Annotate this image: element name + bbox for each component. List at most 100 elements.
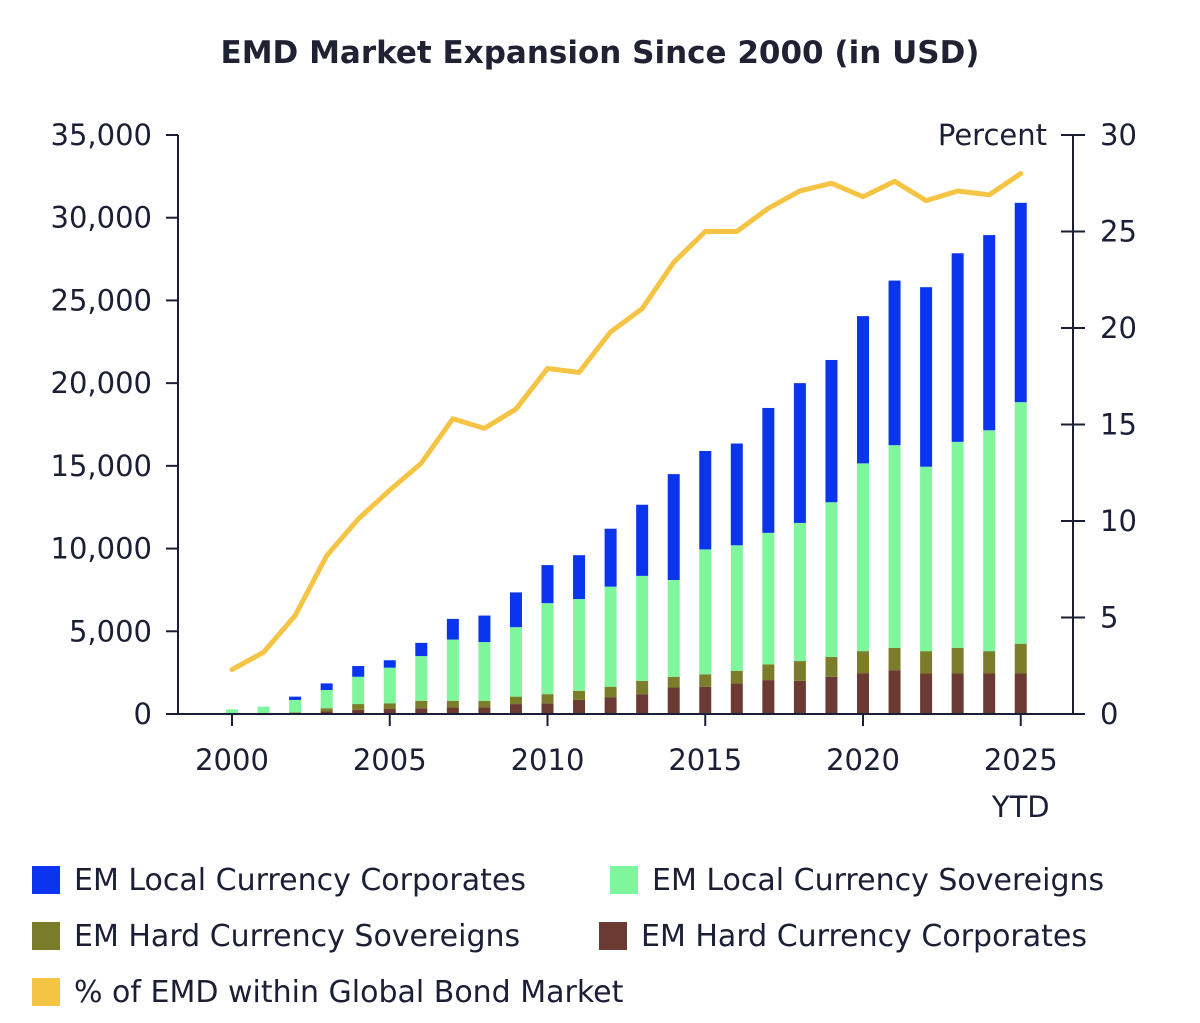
- bar-em-hard-currency-corporates-2019: [825, 676, 838, 714]
- bar-em-local-currency-corporates-2013: [636, 504, 649, 576]
- right-tick-label: 0: [1100, 697, 1118, 731]
- legend-item-hc-sovereigns: EM Hard Currency Sovereigns: [32, 919, 520, 954]
- bar-em-local-currency-corporates-2003: [320, 683, 333, 691]
- left-tick-label: 0: [134, 697, 152, 731]
- bar-em-local-currency-corporates-2022: [920, 287, 933, 467]
- legend-label-lc-corporates: EM Local Currency Corporates: [74, 862, 526, 898]
- bar-em-local-currency-sovereigns-2002: [289, 699, 302, 713]
- emd-market-chart: EMD Market Expansion Since 2000 (in USD)…: [51, 35, 1137, 824]
- left-tick-label: 25,000: [51, 283, 152, 317]
- bar-layer: [226, 202, 1027, 714]
- bar-em-local-currency-corporates-2004: [352, 666, 365, 677]
- bar-em-hard-currency-sovereigns-2011: [573, 690, 586, 700]
- bar-em-hard-currency-corporates-2007: [446, 707, 459, 714]
- bar-em-local-currency-sovereigns-2004: [352, 676, 365, 705]
- bar-em-hard-currency-corporates-2009: [509, 704, 522, 714]
- line-layer: [229, 171, 1024, 673]
- bar-em-local-currency-sovereigns-2014: [667, 580, 680, 677]
- right-tick-label: 20: [1100, 311, 1137, 345]
- bar-em-hard-currency-corporates-2015: [699, 686, 712, 714]
- legend-row-3: % of EMD within Global Bond Market: [32, 964, 1182, 1020]
- right-axis-label: Percent: [938, 118, 1047, 152]
- bar-em-hard-currency-corporates-2018: [793, 680, 806, 714]
- bar-em-hard-currency-corporates-2013: [636, 694, 649, 714]
- bar-em-hard-currency-sovereigns-2022: [920, 651, 933, 674]
- legend-label-hc-sovereigns: EM Hard Currency Sovereigns: [74, 918, 521, 954]
- legend: EM Local Currency Corporates EM Local Cu…: [32, 852, 1182, 1020]
- bar-em-hard-currency-sovereigns-2015: [699, 674, 712, 687]
- right-tick-label: 30: [1100, 118, 1137, 152]
- legend-swatch-hc-sovereigns: [32, 922, 60, 950]
- bar-em-local-currency-sovereigns-2016: [730, 545, 743, 671]
- legend-label-hc-corporates: EM Hard Currency Corporates: [641, 918, 1088, 954]
- legend-label-emd-share: % of EMD within Global Bond Market: [74, 974, 624, 1010]
- bar-em-local-currency-corporates-2018: [793, 383, 806, 523]
- bar-em-local-currency-sovereigns-2018: [793, 522, 806, 662]
- legend-item-lc-corporates: EM Local Currency Corporates: [32, 863, 526, 898]
- x-tick-label: 2020: [826, 743, 900, 777]
- bar-em-local-currency-sovereigns-2005: [383, 667, 396, 704]
- bar-em-local-currency-corporates-2020: [857, 316, 869, 464]
- bar-em-local-currency-sovereigns-2019: [825, 502, 838, 657]
- legend-item-emd-share: % of EMD within Global Bond Market: [32, 975, 623, 1010]
- bar-em-local-currency-sovereigns-2025-ytd: [1014, 402, 1027, 644]
- bar-em-local-currency-corporates-2011: [573, 555, 586, 600]
- bar-em-local-currency-sovereigns-2024: [983, 430, 996, 652]
- bar-em-local-currency-corporates-2021: [888, 280, 901, 446]
- left-tick-label: 10,000: [51, 532, 152, 566]
- bar-em-hard-currency-sovereigns-2019: [825, 656, 838, 677]
- axes-layer: 0 5,000 10,000 15,000 20,000 25,000 30,000 35,0…: [51, 118, 1137, 824]
- left-tick-label: 20,000: [51, 366, 152, 400]
- bar-em-hard-currency-sovereigns-2025-ytd: [1014, 643, 1027, 674]
- bar-em-local-currency-sovereigns-2009: [509, 627, 522, 697]
- chart-title: EMD Market Expansion Since 2000 (in USD): [221, 35, 980, 71]
- bar-em-local-currency-sovereigns-2000: [226, 709, 238, 714]
- bar-em-hard-currency-corporates-2008: [478, 707, 491, 714]
- bar-em-hard-currency-sovereigns-2017: [762, 664, 775, 681]
- bar-em-local-currency-sovereigns-2010: [541, 603, 554, 695]
- bar-em-local-currency-sovereigns-2003: [320, 690, 333, 709]
- bar-em-local-currency-sovereigns-2006: [415, 656, 428, 701]
- right-tick-label: 5: [1100, 601, 1118, 635]
- bar-em-hard-currency-sovereigns-2014: [667, 676, 680, 688]
- bar-em-local-currency-sovereigns-2001: [257, 706, 270, 714]
- x-tick-sub-label: YTD: [991, 790, 1050, 824]
- bar-em-hard-currency-corporates-2003: [320, 711, 333, 714]
- bar-em-hard-currency-sovereigns-2004: [352, 704, 365, 710]
- bar-em-hard-currency-corporates-2017: [762, 680, 775, 714]
- bar-em-local-currency-corporates-2009: [509, 592, 522, 628]
- legend-item-hc-corporates: EM Hard Currency Corporates: [599, 919, 1087, 954]
- bar-em-local-currency-corporates-2012: [604, 528, 617, 587]
- left-tick-label: 35,000: [51, 118, 152, 152]
- bar-em-local-currency-sovereigns-2023: [951, 441, 964, 648]
- bar-em-hard-currency-sovereigns-2024: [983, 651, 996, 674]
- right-tick-label: 15: [1100, 408, 1137, 442]
- right-tick-label: 10: [1100, 504, 1137, 538]
- bar-em-local-currency-sovereigns-2007: [446, 639, 459, 701]
- bar-em-hard-currency-corporates-2023: [951, 673, 964, 714]
- legend-row-1: EM Local Currency Corporates EM Local Cu…: [32, 852, 1182, 908]
- bar-em-local-currency-sovereigns-2012: [604, 586, 617, 687]
- bar-em-local-currency-corporates-2025-ytd: [1014, 202, 1027, 403]
- bar-em-hard-currency-corporates-2021: [888, 670, 901, 714]
- bar-em-local-currency-sovereigns-2017: [762, 532, 775, 665]
- bar-em-local-currency-corporates-2019: [825, 359, 838, 503]
- x-tick-label: 2025: [984, 743, 1058, 777]
- bar-em-local-currency-corporates-2014: [667, 474, 680, 580]
- bar-em-local-currency-corporates-2006: [415, 642, 428, 657]
- x-tick-label: 2000: [195, 743, 269, 777]
- bar-em-hard-currency-corporates-2011: [573, 699, 586, 714]
- bar-em-local-currency-sovereigns-2011: [573, 599, 586, 691]
- legend-swatch-lc-corporates: [32, 866, 60, 894]
- bar-em-hard-currency-sovereigns-2009: [509, 696, 522, 705]
- x-tick-label: 2010: [511, 743, 585, 777]
- bar-em-hard-currency-corporates-2020: [857, 673, 869, 714]
- legend-row-2: EM Hard Currency Sovereigns EM Hard Curr…: [32, 908, 1182, 964]
- x-tick-label: 2015: [668, 743, 742, 777]
- left-tick-label: 5,000: [69, 614, 152, 648]
- bar-em-local-currency-corporates-2016: [730, 443, 743, 546]
- bar-em-hard-currency-sovereigns-2007: [446, 700, 459, 708]
- bar-em-local-currency-corporates-2002: [289, 696, 302, 700]
- bar-em-local-currency-sovereigns-2022: [920, 466, 933, 652]
- bar-em-local-currency-sovereigns-2013: [636, 575, 649, 681]
